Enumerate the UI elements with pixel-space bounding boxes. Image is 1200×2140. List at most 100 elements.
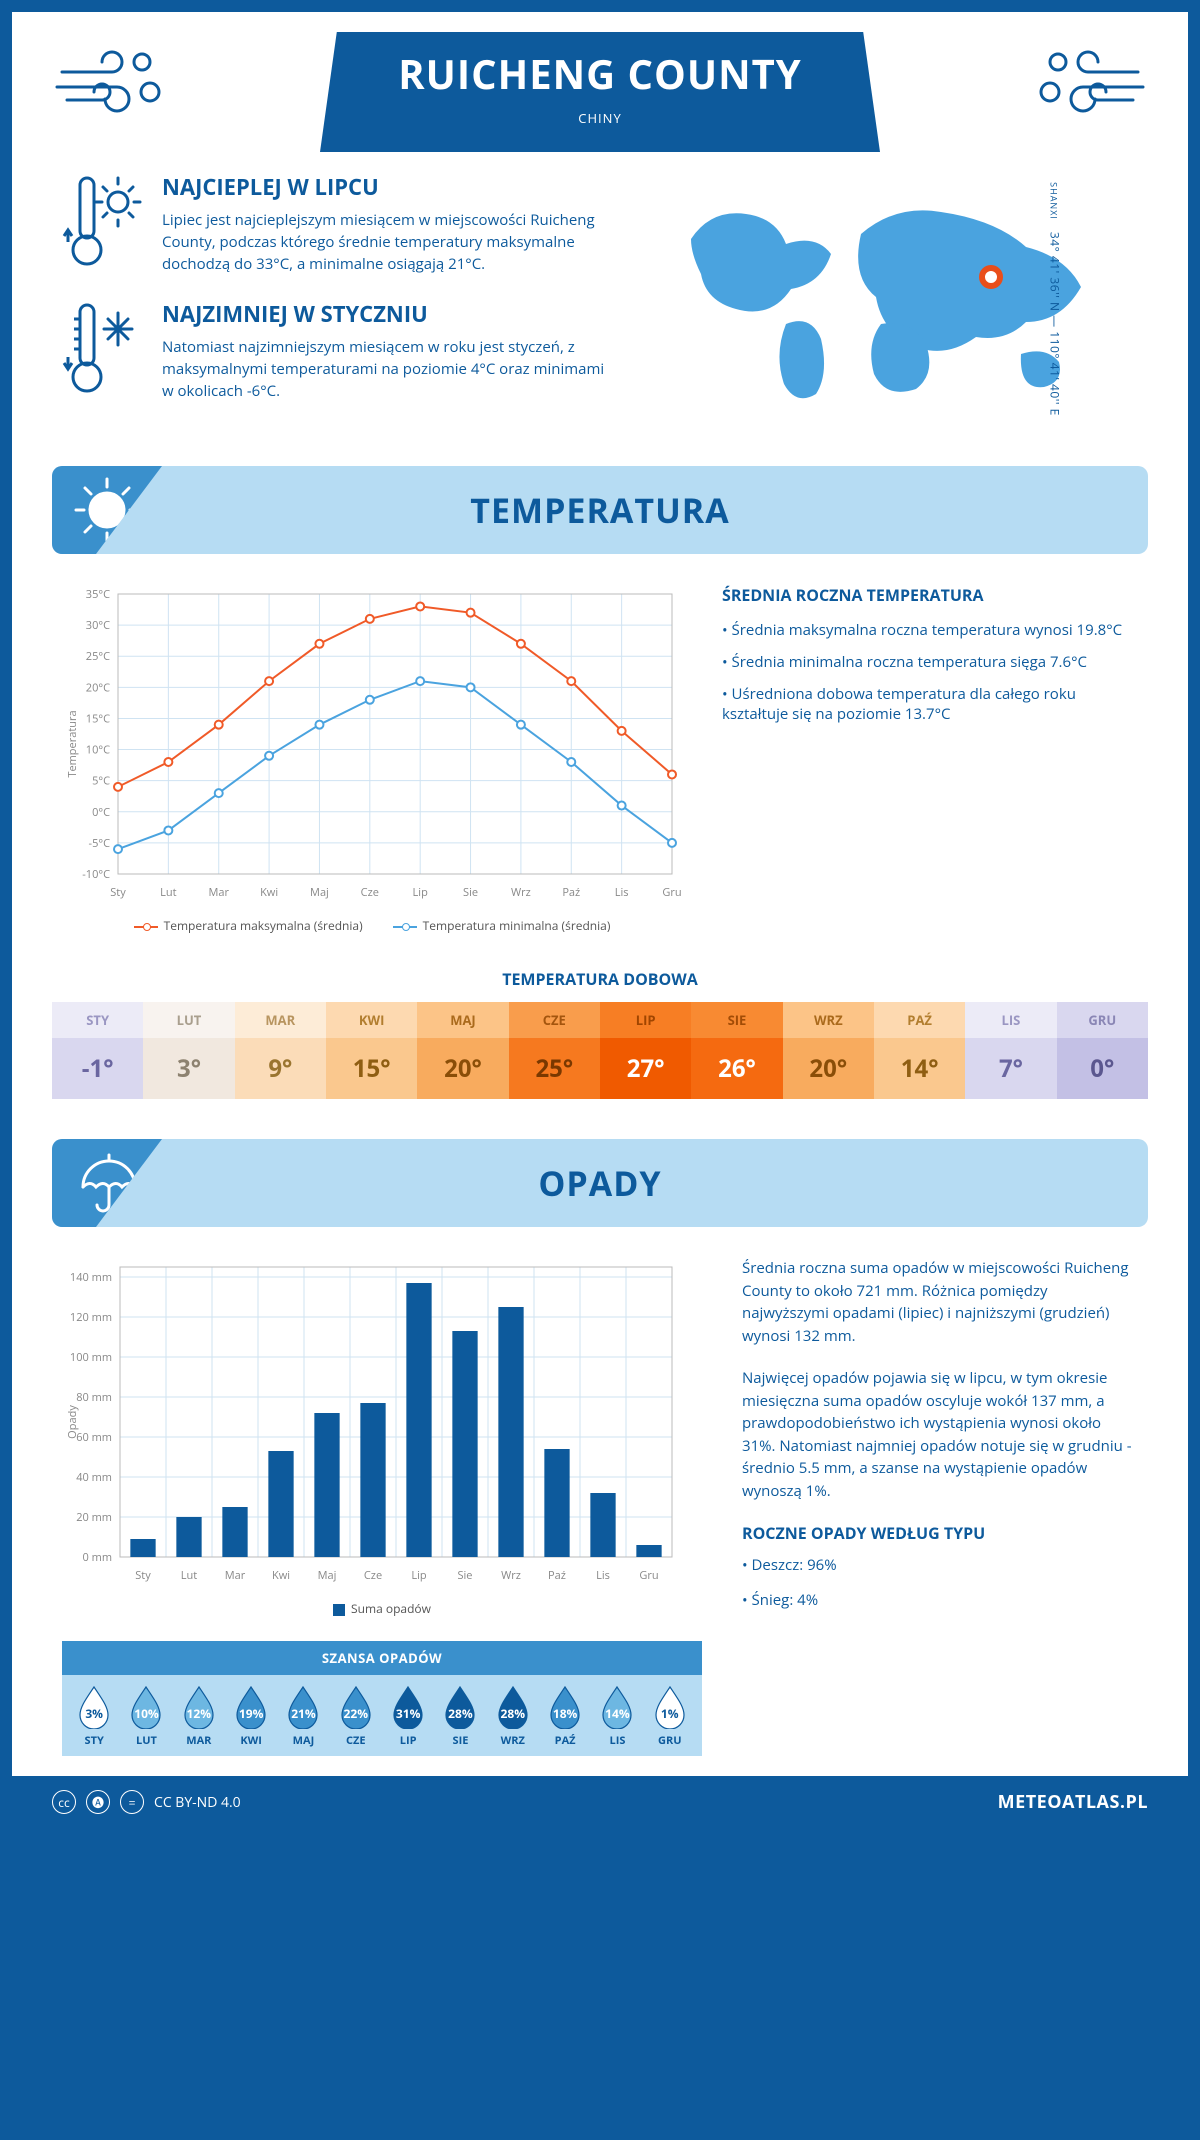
- rain-chance-cell: 1%GRU: [644, 1685, 696, 1748]
- temp-bullet: • Średnia minimalna roczna temperatura s…: [722, 652, 1138, 672]
- svg-text:Mar: Mar: [225, 1568, 246, 1583]
- section-heading: OPADY: [52, 1160, 1148, 1206]
- svg-text:30°C: 30°C: [86, 618, 110, 633]
- rain-chance-cell: 3%STY: [68, 1685, 120, 1748]
- daily-temp-heading: TEMPERATURA DOBOWA: [12, 968, 1188, 990]
- warmest-fact: NAJCIEPLEJ W LIPCU Lipiec jest najcieple…: [62, 172, 605, 277]
- rain-chance-strip: SZANSA OPADÓW 3%STY10%LUT12%MAR19%KWI21%…: [62, 1641, 702, 1756]
- rain-chance-heading: SZANSA OPADÓW: [62, 1641, 702, 1675]
- daily-temp-cell: MAJ20°: [417, 1002, 508, 1099]
- section-heading: TEMPERATURA: [52, 487, 1148, 533]
- rain-chance-cell: 19%KWI: [225, 1685, 277, 1748]
- svg-text:Lut: Lut: [160, 885, 176, 900]
- svg-text:35°C: 35°C: [86, 587, 110, 602]
- title-banner: RUICHENG COUNTY CHINY: [320, 32, 880, 152]
- svg-text:Kwi: Kwi: [272, 1568, 290, 1583]
- rain-chance-cell: 28%WRZ: [487, 1685, 539, 1748]
- svg-text:Maj: Maj: [310, 885, 329, 900]
- svg-text:Sty: Sty: [135, 1568, 151, 1583]
- cc-icon: cc: [52, 1790, 76, 1814]
- page-footer: cc 🅐 = CC BY-ND 4.0 METEOATLAS.PL: [12, 1776, 1188, 1828]
- svg-text:-5°C: -5°C: [89, 836, 111, 851]
- svg-text:Sie: Sie: [458, 1568, 473, 1583]
- daily-temp-table: STY-1°LUT3°MAR9°KWI15°MAJ20°CZE25°LIP27°…: [52, 1002, 1148, 1099]
- svg-text:60 mm: 60 mm: [76, 1430, 112, 1445]
- daily-temp-cell: WRZ20°: [783, 1002, 874, 1099]
- intro-row: NAJCIEPLEJ W LIPCU Lipiec jest najcieple…: [12, 152, 1188, 466]
- svg-text:15°C: 15°C: [86, 711, 110, 726]
- rain-chance-cell: 12%MAR: [173, 1685, 225, 1748]
- precipitation-bar-chart: 0 mm20 mm40 mm60 mm80 mm100 mm120 mm140 …: [62, 1257, 702, 1756]
- svg-text:Cze: Cze: [361, 885, 379, 900]
- temp-bullet: • Uśredniona dobowa temperatura dla całe…: [722, 684, 1138, 724]
- rain-chance-cell: 21%MAJ: [277, 1685, 329, 1748]
- wind-icon: [52, 42, 172, 127]
- svg-text:Wrz: Wrz: [511, 885, 531, 900]
- svg-text:20 mm: 20 mm: [76, 1510, 112, 1525]
- svg-text:120 mm: 120 mm: [70, 1310, 112, 1325]
- daily-temp-cell: LUT3°: [143, 1002, 234, 1099]
- temperature-line-chart: -10°C-5°C0°C5°C10°C15°C20°C25°C30°C35°CS…: [62, 584, 682, 934]
- precip-type-heading: ROCZNE OPADY WEDŁUG TYPU: [742, 1522, 1138, 1544]
- svg-text:Lip: Lip: [411, 1568, 427, 1583]
- page-header: RUICHENG COUNTY CHINY: [12, 12, 1188, 152]
- svg-text:0 mm: 0 mm: [82, 1550, 112, 1565]
- by-icon: 🅐: [86, 1790, 110, 1814]
- svg-text:10°C: 10°C: [86, 743, 110, 758]
- svg-text:20°C: 20°C: [86, 680, 110, 695]
- rain-chance-cell: 14%LIS: [591, 1685, 643, 1748]
- svg-text:Sie: Sie: [463, 885, 478, 900]
- license-badge: cc 🅐 = CC BY-ND 4.0: [52, 1790, 241, 1814]
- temperature-summary: ŚREDNIA ROCZNA TEMPERATURA • Średnia mak…: [722, 584, 1138, 934]
- coldest-text: Natomiast najzimniejszym miesiącem w rok…: [162, 337, 605, 402]
- svg-text:Paź: Paź: [562, 885, 580, 900]
- svg-text:100 mm: 100 mm: [70, 1350, 112, 1365]
- warmest-text: Lipiec jest najcieplejszym miesiącem w m…: [162, 210, 605, 275]
- temp-bullet: • Średnia maksymalna roczna temperatura …: [722, 620, 1138, 640]
- svg-text:-10°C: -10°C: [82, 867, 110, 882]
- section-banner-temperature: TEMPERATURA: [52, 466, 1148, 554]
- svg-text:Sty: Sty: [110, 885, 126, 900]
- daily-temp-cell: PAŹ14°: [874, 1002, 965, 1099]
- svg-text:Lis: Lis: [615, 885, 629, 900]
- precip-chart-legend: Suma opadów: [62, 1600, 702, 1617]
- rain-chance-cell: 18%PAŹ: [539, 1685, 591, 1748]
- precip-type-snow: • Śnieg: 4%: [742, 1589, 1138, 1612]
- precip-text: Średnia roczna suma opadów w miejscowośc…: [742, 1257, 1138, 1756]
- nd-icon: =: [120, 1790, 144, 1814]
- svg-text:Temperatura: Temperatura: [65, 710, 80, 777]
- brand-label: METEOATLAS.PL: [998, 1790, 1148, 1814]
- section-banner-precip: OPADY: [52, 1139, 1148, 1227]
- svg-text:Gru: Gru: [662, 885, 681, 900]
- rain-chance-cell: 22%CZE: [330, 1685, 382, 1748]
- precip-type-rain: • Deszcz: 96%: [742, 1554, 1138, 1577]
- svg-text:Kwi: Kwi: [260, 885, 278, 900]
- svg-text:Lis: Lis: [596, 1568, 610, 1583]
- svg-text:0°C: 0°C: [92, 805, 110, 820]
- thermometer-cold-icon: [62, 299, 142, 404]
- wind-icon: [1028, 42, 1148, 127]
- precip-paragraph: Najwięcej opadów pojawia się w lipcu, w …: [742, 1367, 1138, 1502]
- rain-chance-cell: 28%SIE: [434, 1685, 486, 1748]
- page-subtitle: CHINY: [320, 109, 880, 127]
- svg-text:Cze: Cze: [364, 1568, 382, 1583]
- svg-text:40 mm: 40 mm: [76, 1470, 112, 1485]
- daily-temp-cell: STY-1°: [52, 1002, 143, 1099]
- svg-text:Lip: Lip: [413, 885, 429, 900]
- coordinates-label: SHANXI34° 41' 36'' N — 110° 41' 40'' E: [1047, 182, 1064, 416]
- svg-text:Paź: Paź: [548, 1568, 566, 1583]
- thermometer-hot-icon: [62, 172, 142, 277]
- daily-temp-cell: SIE26°: [691, 1002, 782, 1099]
- svg-text:140 mm: 140 mm: [70, 1270, 112, 1285]
- svg-text:25°C: 25°C: [86, 649, 110, 664]
- daily-temp-cell: GRU0°: [1057, 1002, 1148, 1099]
- warmest-heading: NAJCIEPLEJ W LIPCU: [162, 172, 605, 202]
- svg-text:Gru: Gru: [639, 1568, 658, 1583]
- svg-text:Opady: Opady: [65, 1405, 80, 1439]
- daily-temp-cell: KWI15°: [326, 1002, 417, 1099]
- svg-text:Mar: Mar: [208, 885, 229, 900]
- world-map: SHANXI34° 41' 36'' N — 110° 41' 40'' E: [645, 172, 1138, 426]
- daily-temp-cell: MAR9°: [235, 1002, 326, 1099]
- precip-paragraph: Średnia roczna suma opadów w miejscowośc…: [742, 1257, 1138, 1347]
- coldest-fact: NAJZIMNIEJ W STYCZNIU Natomiast najzimni…: [62, 299, 605, 404]
